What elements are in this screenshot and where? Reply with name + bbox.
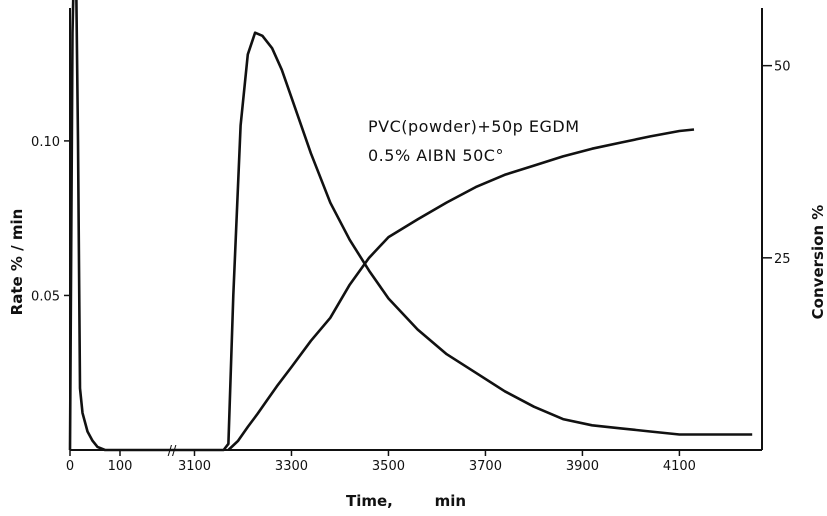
x-tick-label: 3300 <box>275 459 308 474</box>
annotation-line-1: PVC(powder)+50p EGDM <box>368 117 580 136</box>
x-tick-label: 100 <box>108 459 133 474</box>
y-right-tick-label: 25 <box>774 252 791 267</box>
axes <box>69 8 763 451</box>
y-right-tick-label: 50 <box>774 60 791 75</box>
x-tick-label: 0 <box>66 459 74 474</box>
series-line-conversion <box>227 128 695 451</box>
y-left-tick-label: 0.10 <box>31 135 60 150</box>
x-tick-label: 3500 <box>372 459 405 474</box>
x-tick-label: 4100 <box>663 459 696 474</box>
x-tick-label: 3100 <box>178 459 211 474</box>
annotation-line-2: 0.5% AIBN 50C° <box>368 146 504 165</box>
y-left-tick-label: 0.05 <box>31 289 60 304</box>
series-line-rate <box>68 0 753 452</box>
y-axis-title-left: Rate % / min <box>8 209 26 316</box>
ticks: 0 100 3100 3300 3500 3700 3900 4100 // 0.05 0.10 25… <box>31 60 791 474</box>
x-tick-label: 3700 <box>469 459 502 474</box>
series-layer <box>68 0 753 452</box>
axis-break-mark: // <box>168 444 177 459</box>
x-axis-title: Time, min <box>346 492 466 510</box>
y-axis-title-right: Conversion % <box>809 205 827 320</box>
x-tick-label: 3900 <box>566 459 599 474</box>
